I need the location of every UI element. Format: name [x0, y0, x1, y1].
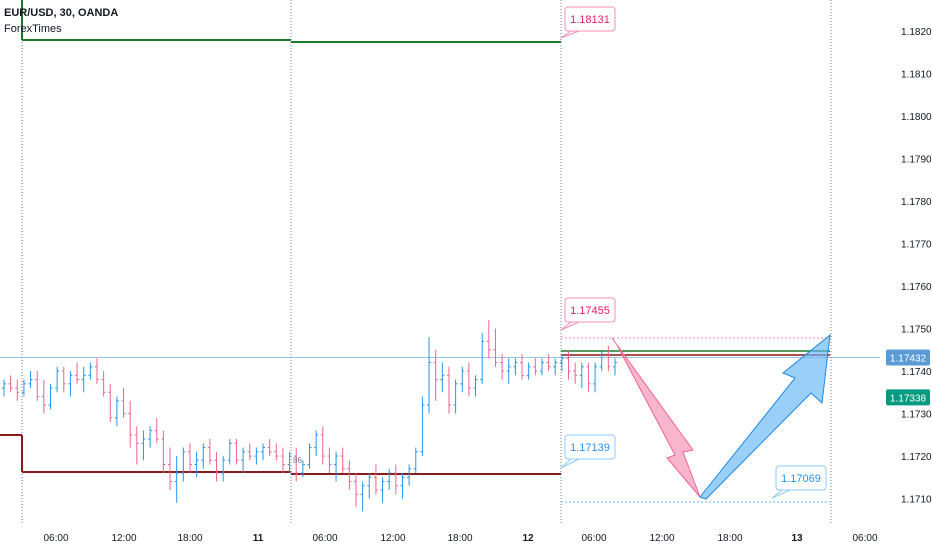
- y-tick-label: 1.18000: [901, 112, 932, 123]
- x-tick-label: 12:00: [649, 533, 674, 544]
- last-price-badge: [886, 349, 930, 366]
- chart-title: EUR/USD, 30, OANDA: [4, 7, 119, 19]
- x-tick-label: 06:00: [43, 533, 68, 544]
- x-tick-label: 06:00: [581, 533, 606, 544]
- callout-pointer: [771, 489, 791, 499]
- second-price-badge: [886, 389, 930, 406]
- callout-label: 1.18131: [570, 14, 610, 26]
- callout-label: 1.17069: [781, 473, 821, 485]
- callout-pointer: [560, 458, 580, 469]
- callout-pointer: [560, 30, 580, 39]
- last-price-label: 1.17432: [890, 353, 927, 364]
- x-tick-label: 18:00: [177, 533, 202, 544]
- callout-label: 1.17139: [570, 442, 610, 454]
- x-tick-label: 11: [253, 533, 264, 544]
- x-tick-label: 06:00: [852, 533, 877, 544]
- y-tick-label: 1.18200: [901, 27, 932, 38]
- callout-label: 1.17455: [570, 305, 610, 317]
- second-price-label: 1.17338: [890, 393, 927, 404]
- callout-pointer: [560, 321, 580, 331]
- y-tick-label: 1.17500: [901, 325, 932, 336]
- forecast-up-arrow: [699, 333, 831, 500]
- y-tick-label: 1.17300: [901, 410, 932, 421]
- y-tick-label: 1.18100: [901, 70, 932, 81]
- callout-box: [564, 297, 616, 323]
- callout-box: [564, 434, 616, 460]
- callout-box: [775, 465, 827, 491]
- y-tick-label: 1.17400: [901, 367, 932, 378]
- x-tick-label: 12:00: [380, 533, 405, 544]
- forecast-down-arrow: [611, 337, 701, 498]
- marker-label: 86: [293, 456, 302, 465]
- x-tick-label: 12:00: [111, 533, 136, 544]
- x-tick-label: 18:00: [717, 533, 742, 544]
- x-tick-label: 06:00: [312, 533, 337, 544]
- y-tick-label: 1.17700: [901, 240, 932, 251]
- y-tick-label: 1.17600: [901, 282, 932, 293]
- callout-box: [564, 6, 616, 32]
- chart-subtitle: ForexTimes: [4, 23, 62, 35]
- y-tick-label: 1.17200: [901, 452, 932, 463]
- y-tick-label: 1.17800: [901, 197, 932, 208]
- y-tick-label: 1.17900: [901, 155, 932, 166]
- x-tick-label: 12: [522, 533, 534, 544]
- x-tick-label: 13: [791, 533, 803, 544]
- x-tick-label: 18:00: [447, 533, 472, 544]
